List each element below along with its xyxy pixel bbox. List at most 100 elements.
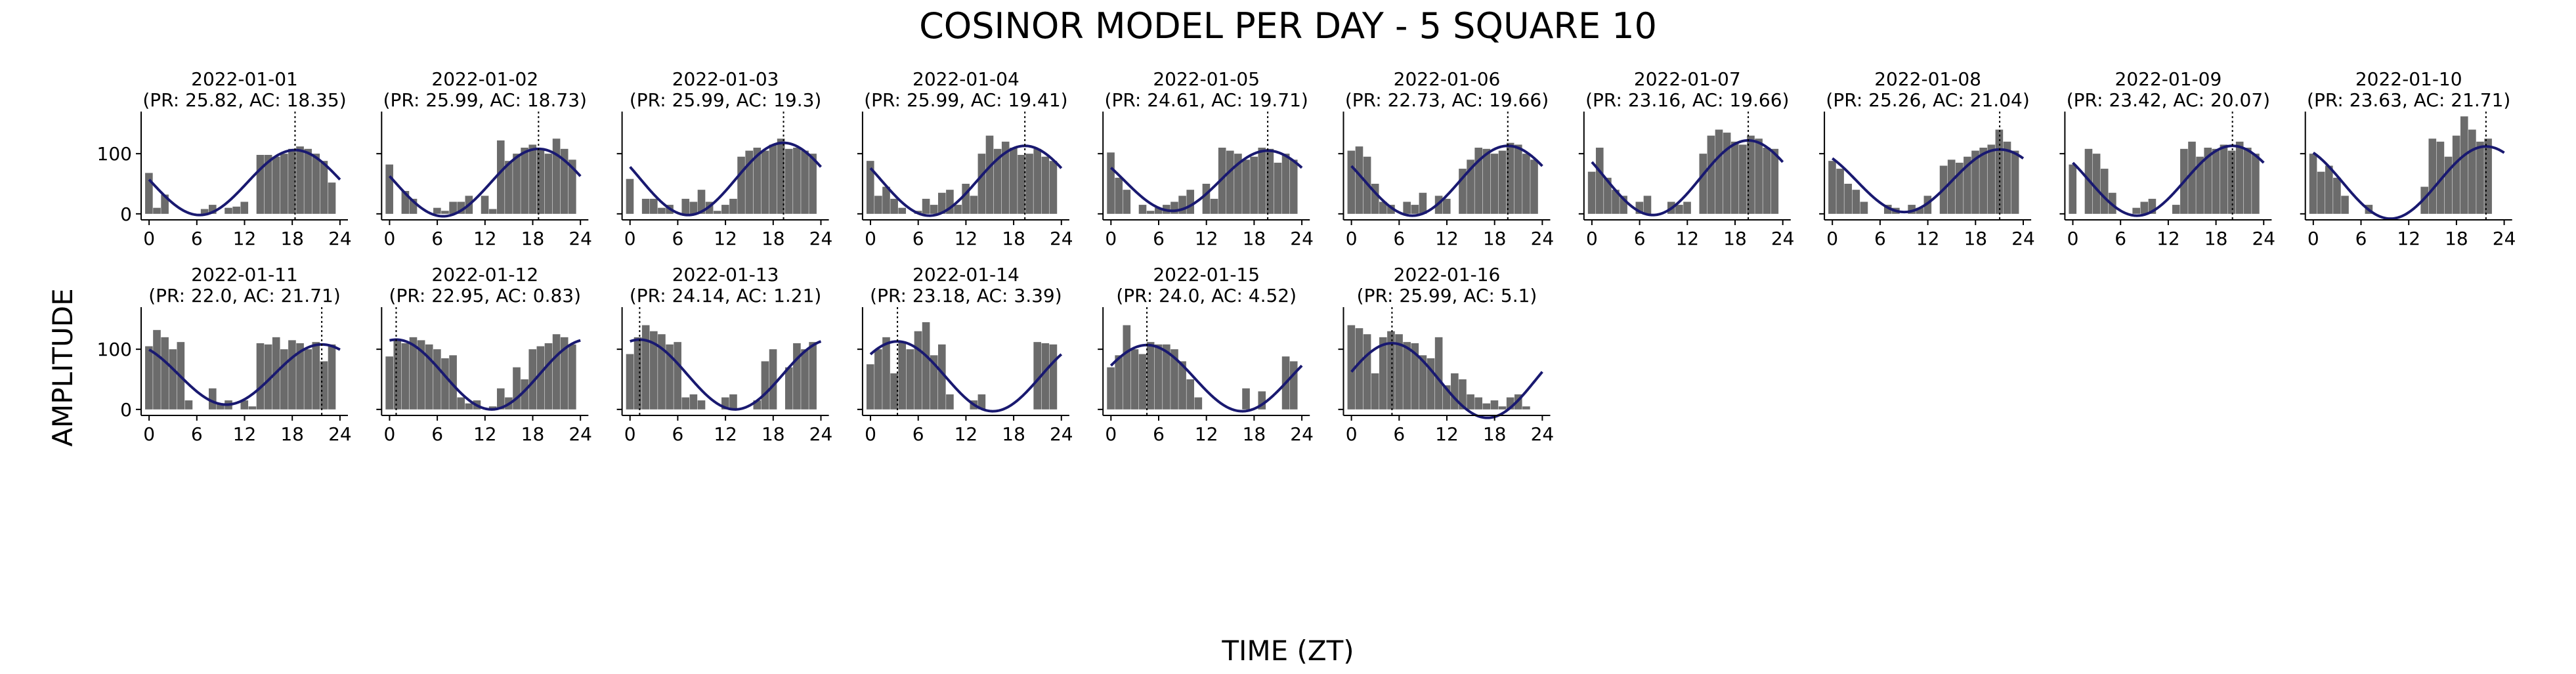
bar xyxy=(409,198,418,214)
bar xyxy=(769,349,777,410)
bar xyxy=(2341,196,2349,214)
bar xyxy=(1170,349,1178,410)
bar xyxy=(1459,169,1467,214)
bar xyxy=(2132,207,2140,214)
panel-date: 2022-01-16 xyxy=(1394,264,1501,285)
cosinor-curve xyxy=(869,144,1063,217)
bar xyxy=(2428,138,2437,214)
x-tick-label: 18 xyxy=(762,423,785,445)
panel-date: 2022-01-10 xyxy=(2355,68,2462,90)
bar xyxy=(1154,207,1163,214)
x-tick-label: 12 xyxy=(1675,228,1699,249)
x-tick-label: 18 xyxy=(1243,228,1266,249)
bar xyxy=(1289,159,1298,214)
bar xyxy=(1467,159,1474,214)
bar xyxy=(217,403,225,410)
bar xyxy=(528,144,537,214)
panel-pr-ac-label: (PR: 24.0, AC: 4.52) xyxy=(1116,285,1297,306)
bar xyxy=(1604,177,1612,214)
x-tick-label: 0 xyxy=(143,228,155,249)
bar xyxy=(1612,190,1620,214)
bar xyxy=(280,154,288,214)
y-tick-label: 100 xyxy=(97,339,132,360)
bar xyxy=(761,150,769,214)
cosinor-curve xyxy=(388,147,582,218)
bar xyxy=(922,198,930,214)
bar xyxy=(1371,373,1379,410)
x-tick-label: 0 xyxy=(2067,228,2079,249)
bar xyxy=(1163,344,1170,410)
bar xyxy=(409,337,418,410)
bar xyxy=(225,207,232,214)
cosinor-curve xyxy=(629,141,822,217)
bar xyxy=(882,337,890,410)
panel-date: 2022-01-15 xyxy=(1153,264,1260,285)
panel-pr-ac-label: (PR: 25.26, AC: 21.04) xyxy=(1826,89,2029,111)
bar xyxy=(1964,156,1971,214)
bar xyxy=(1154,344,1163,410)
bar xyxy=(2309,154,2317,214)
bar xyxy=(1210,198,1218,214)
cosinor-curve xyxy=(148,148,341,217)
x-tick-label: 6 xyxy=(672,228,683,249)
bar xyxy=(650,198,658,214)
bar xyxy=(145,173,153,214)
x-tick-label: 0 xyxy=(1826,228,1838,249)
bar xyxy=(1844,184,1853,214)
panel-date: 2022-01-02 xyxy=(431,68,538,90)
cosinor-curve xyxy=(630,338,822,411)
bar xyxy=(1347,325,1356,410)
bar xyxy=(1442,198,1451,214)
bar xyxy=(1250,156,1258,214)
bar xyxy=(1033,342,1041,410)
bar xyxy=(1530,159,1538,214)
panel-pr-ac-label: (PR: 25.99, AC: 19.3) xyxy=(630,89,822,111)
bar xyxy=(2212,148,2220,214)
bar xyxy=(449,201,457,214)
bar xyxy=(737,156,745,214)
panel-pr-ac-label: (PR: 25.99, AC: 18.73) xyxy=(383,89,587,111)
bar xyxy=(1675,205,1683,214)
bar xyxy=(1123,325,1131,410)
bar xyxy=(169,349,177,410)
bar xyxy=(681,198,690,214)
bar xyxy=(713,211,721,214)
bar xyxy=(1387,205,1395,214)
bar xyxy=(2227,150,2236,214)
panel-2022-01-16: 2022-01-16(PR: 25.99, AC: 5.1) 0 6 12 18 24 xyxy=(1338,264,1554,445)
bar xyxy=(977,394,986,410)
bar xyxy=(2317,171,2325,214)
bar xyxy=(721,397,729,410)
x-tick-label: 24 xyxy=(1050,423,1073,445)
bar xyxy=(954,205,962,214)
x-tick-label: 18 xyxy=(1483,423,1507,445)
bar xyxy=(385,356,393,410)
x-tick-label: 6 xyxy=(431,423,443,445)
bar xyxy=(1434,337,1443,410)
bar xyxy=(200,209,209,214)
bar xyxy=(2003,141,2011,214)
bar xyxy=(288,340,296,410)
bar xyxy=(809,342,817,410)
bar xyxy=(1490,154,1499,214)
bar xyxy=(809,154,817,214)
x-tick-label: 0 xyxy=(143,423,155,445)
panel-pr-ac-label: (PR: 22.73, AC: 19.66) xyxy=(1345,89,1549,111)
panel-date: 2022-01-01 xyxy=(191,68,298,90)
x-tick-label: 12 xyxy=(233,423,257,445)
bar xyxy=(1699,154,1707,214)
bar xyxy=(2476,141,2484,214)
x-tick-label: 24 xyxy=(1050,228,1073,249)
bar xyxy=(666,344,674,410)
bar xyxy=(264,155,272,214)
bar xyxy=(874,349,882,410)
panel-pr-ac-label: (PR: 23.63, AC: 21.71) xyxy=(2307,89,2510,111)
x-tick-label: 24 xyxy=(2011,228,2035,249)
bar xyxy=(288,148,296,214)
bar xyxy=(1771,148,1779,214)
x-tick-label: 18 xyxy=(280,423,304,445)
panel-2022-01-15: 2022-01-15(PR: 24.0, AC: 4.52) 0 6 12 18 24 xyxy=(1098,264,1314,445)
bar xyxy=(1620,196,1627,214)
panel-date: 2022-01-04 xyxy=(912,68,1020,90)
